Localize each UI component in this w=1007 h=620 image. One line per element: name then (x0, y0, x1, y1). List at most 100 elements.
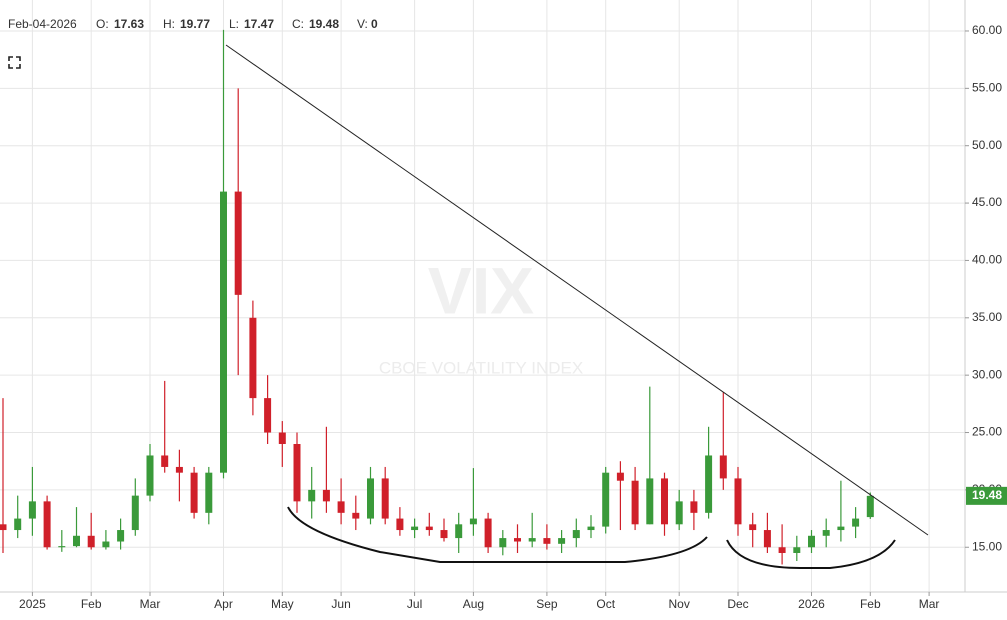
candle-body (28, 501, 36, 519)
candle-body (14, 518, 22, 531)
candle-body (749, 524, 757, 531)
candle-body (293, 444, 301, 502)
candle-body (484, 518, 492, 548)
y-tick-label: 40.00 (972, 253, 1002, 267)
candle-body (469, 518, 477, 525)
candle-body (146, 455, 154, 496)
candle-body (587, 526, 595, 531)
x-tick-label: Feb (860, 597, 881, 611)
candle-body (234, 191, 242, 295)
header-label: C: (292, 17, 304, 31)
watermark: VIX (428, 253, 534, 327)
candle-body (117, 530, 125, 542)
watermark-subtitle: CBOE VOLATILITY INDEX (379, 358, 583, 377)
x-tick-label: Nov (669, 597, 690, 611)
header-date: Feb-04-2026 (8, 17, 77, 31)
candle-body (602, 472, 610, 527)
candle-body (646, 478, 654, 525)
y-tick-label: 30.00 (972, 367, 1002, 381)
candle-body (58, 546, 66, 548)
header-value: 0 (371, 17, 378, 31)
x-tick-label: 2026 (798, 597, 825, 611)
candle-body (661, 478, 668, 525)
candle-body (705, 455, 713, 513)
x-tick-label: 2025 (19, 597, 46, 611)
x-tick-label: Jun (331, 597, 350, 611)
base-arc (726, 539, 896, 569)
x-tick-label: Jul (407, 597, 422, 611)
candle-body (514, 538, 521, 542)
x-tick-label: Feb (81, 597, 102, 611)
candle-body (0, 524, 7, 531)
last-price-tag (966, 486, 1007, 505)
candle-body (87, 535, 95, 548)
candle-body (866, 495, 874, 518)
y-tick-label: 25.00 (972, 425, 1002, 439)
candle-body (822, 530, 830, 536)
candle-body (572, 530, 580, 539)
candle-body (719, 455, 727, 479)
candle-body (543, 538, 551, 544)
candle-body (808, 535, 815, 548)
candle-body (73, 535, 80, 547)
header-value: 19.77 (180, 17, 210, 31)
header: Feb-04-2026 O: 17.63 H: 19.77 L: 17.47 C… (8, 17, 378, 31)
candle-body (190, 472, 198, 513)
candle-body (308, 489, 316, 502)
candle-body (175, 466, 183, 473)
candle-body (455, 524, 463, 539)
fullscreen-button[interactable] (8, 56, 21, 69)
candle-body (205, 472, 213, 513)
candle-body (425, 526, 433, 531)
y-tick-label: 50.00 (972, 138, 1002, 152)
x-tick-label: May (271, 597, 294, 611)
candle-body (264, 398, 272, 433)
x-tick-label: Mar (140, 597, 161, 611)
candle-body (367, 478, 374, 519)
candle-body (43, 501, 51, 548)
y-tick-label: 55.00 (972, 81, 1002, 95)
x-tick-label: Sep (536, 597, 558, 611)
header-label: O: (96, 17, 109, 31)
y-tick-label: 35.00 (972, 310, 1002, 324)
candle-body (690, 501, 698, 513)
candle-body (631, 480, 639, 525)
candle-body (852, 518, 860, 527)
candle-body (793, 547, 801, 553)
x-tick-label: Dec (727, 597, 748, 611)
header-label: V: (357, 17, 368, 31)
x-tick-label: Aug (463, 597, 484, 611)
candle-body (131, 495, 139, 531)
candle-body (381, 478, 389, 519)
last-price-label: 19.48 (972, 488, 1002, 502)
candle-body (778, 547, 786, 553)
candle-body (558, 538, 566, 544)
y-tick-label: 45.00 (972, 195, 1002, 209)
header-value: 19.48 (309, 17, 339, 31)
candle-body (528, 538, 536, 542)
y-tick-label: 60.00 (972, 23, 1002, 37)
candle-body (396, 518, 404, 531)
x-tick-label: Oct (596, 597, 615, 611)
x-tick-label: Mar (919, 597, 940, 611)
y-tick-label: 15.00 (972, 539, 1002, 553)
candle-body (837, 526, 845, 531)
candle-body (161, 455, 169, 467)
header-value: 17.47 (244, 17, 274, 31)
candle-body (499, 538, 507, 548)
candle-body (337, 501, 345, 513)
header-value: 17.63 (114, 17, 144, 31)
header-label: H: (163, 17, 175, 31)
candle-body (220, 191, 227, 473)
candle-body (411, 526, 419, 531)
trendline (225, 44, 929, 536)
base-arc (287, 506, 708, 563)
candle-body (440, 530, 448, 539)
candle-body (352, 512, 360, 519)
candle-body (675, 501, 683, 525)
candle-body (102, 541, 110, 548)
x-tick-label: Apr (214, 597, 233, 611)
candle-body (763, 530, 771, 548)
